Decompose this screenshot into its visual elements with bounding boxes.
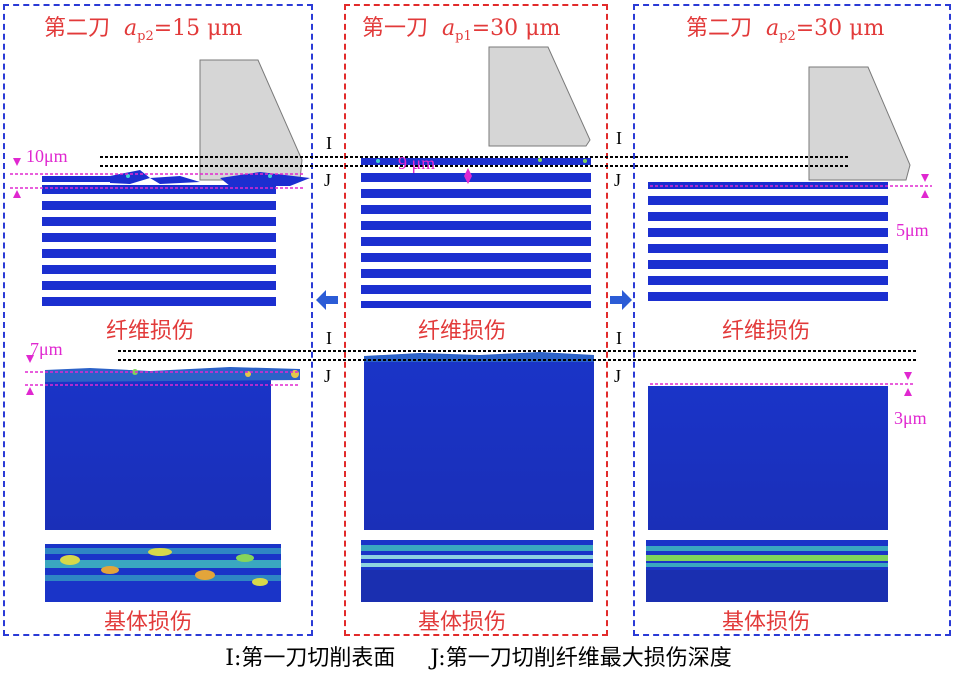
tool-center xyxy=(488,46,591,147)
panel-center-frame xyxy=(344,4,608,636)
marker-i-top-left: I xyxy=(326,133,332,153)
matrix-block-right xyxy=(648,386,888,530)
dimension-lines xyxy=(10,173,932,386)
fiber-stripes-left xyxy=(42,185,276,306)
figure-caption: I:第一刀切削表面 J:第一刀切削纤维最大损伤深度 xyxy=(0,640,957,672)
fiber-damage-label-center: 纤维损伤 xyxy=(418,319,507,344)
caption-j-definition: J:第一刀切削纤维最大损伤深度 xyxy=(430,646,732,671)
fiber-damage-left xyxy=(42,170,310,186)
fiber-depth-left: 10μm xyxy=(26,146,68,166)
caption-i-definition: I:第一刀切削表面 xyxy=(225,646,396,671)
marker-i-top-right: I xyxy=(616,128,622,148)
panel-center-title: 第一刀 ap1=30 μm xyxy=(362,16,561,44)
matrix-damage-strip-left xyxy=(45,544,281,602)
matrix-damage-label-right: 基体损伤 xyxy=(722,610,811,635)
fiber-damage-label-right: 纤维损伤 xyxy=(722,319,811,344)
matrix-damage-label-center: 基体损伤 xyxy=(418,610,507,635)
fiber-stripes-center xyxy=(361,158,591,308)
marker-i-bottom-right: I xyxy=(616,328,622,348)
matrix-depth-right: 3μm xyxy=(894,408,927,428)
arrow-left-icon xyxy=(316,290,338,310)
fiber-stripes-right xyxy=(648,182,888,301)
matrix-block-center xyxy=(364,352,594,530)
marker-j-top-right: J xyxy=(614,170,622,190)
marker-j-bottom-right: J xyxy=(614,366,622,386)
panel-right-title: 第二刀 ap2=30 μm xyxy=(686,16,885,44)
fiber-depth-right: 5μm xyxy=(896,220,929,240)
reference-lines xyxy=(100,156,916,361)
marker-j-bottom-left: J xyxy=(324,366,332,386)
tool-right xyxy=(808,66,911,181)
fiber-depth-center: 9 μm xyxy=(398,153,436,173)
marker-j-top-left: J xyxy=(324,170,332,190)
arrow-right-icon xyxy=(610,290,632,310)
matrix-damage-strip-right xyxy=(646,540,888,602)
dimension-arrows xyxy=(13,158,929,396)
marker-i-bottom-left: I xyxy=(326,328,332,348)
panel-left-frame xyxy=(3,4,313,636)
panel-right-frame xyxy=(633,4,951,636)
matrix-block-left xyxy=(45,367,300,530)
matrix-damage-strip-center xyxy=(361,540,593,602)
matrix-depth-left: 7μm xyxy=(30,339,63,359)
tool-left xyxy=(199,59,303,181)
fiber-damage-label-left: 纤维损伤 xyxy=(106,319,195,344)
matrix-damage-label-left: 基体损伤 xyxy=(104,610,193,635)
panel-left-title: 第二刀 ap2=15 μm xyxy=(44,16,243,44)
